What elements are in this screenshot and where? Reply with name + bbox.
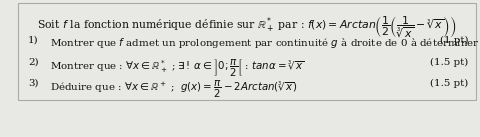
- Text: 1): 1): [28, 36, 38, 45]
- Text: 3): 3): [28, 79, 38, 88]
- Text: Soit $f$ la fonction numérique définie sur $\mathbb{R}_+^*$ par : $f(x) = Arctan: Soit $f$ la fonction numérique définie s…: [37, 14, 457, 39]
- Bar: [18, 3, 476, 100]
- Text: Montrer que : $\forall x \in \mathbb{R}_+^*$ ; $\exists\,! \,\alpha \in \left]0;: Montrer que : $\forall x \in \mathbb{R}_…: [50, 58, 305, 79]
- Text: (1 pt): (1 pt): [440, 36, 468, 45]
- Text: (1.5 pt): (1.5 pt): [430, 79, 468, 88]
- Text: Déduire que : $\forall x \in \mathbb{R}^+$ ;  $g(x) = \dfrac{\pi}{2} - 2Arctan\l: Déduire que : $\forall x \in \mathbb{R}^…: [50, 79, 298, 100]
- Text: (1.5 pt): (1.5 pt): [430, 58, 468, 67]
- Text: Montrer que $f$ admet un prolongement par continuité $g$ à droite de 0 à détermi: Montrer que $f$ admet un prolongement pa…: [50, 36, 480, 50]
- Text: 2): 2): [28, 58, 38, 67]
